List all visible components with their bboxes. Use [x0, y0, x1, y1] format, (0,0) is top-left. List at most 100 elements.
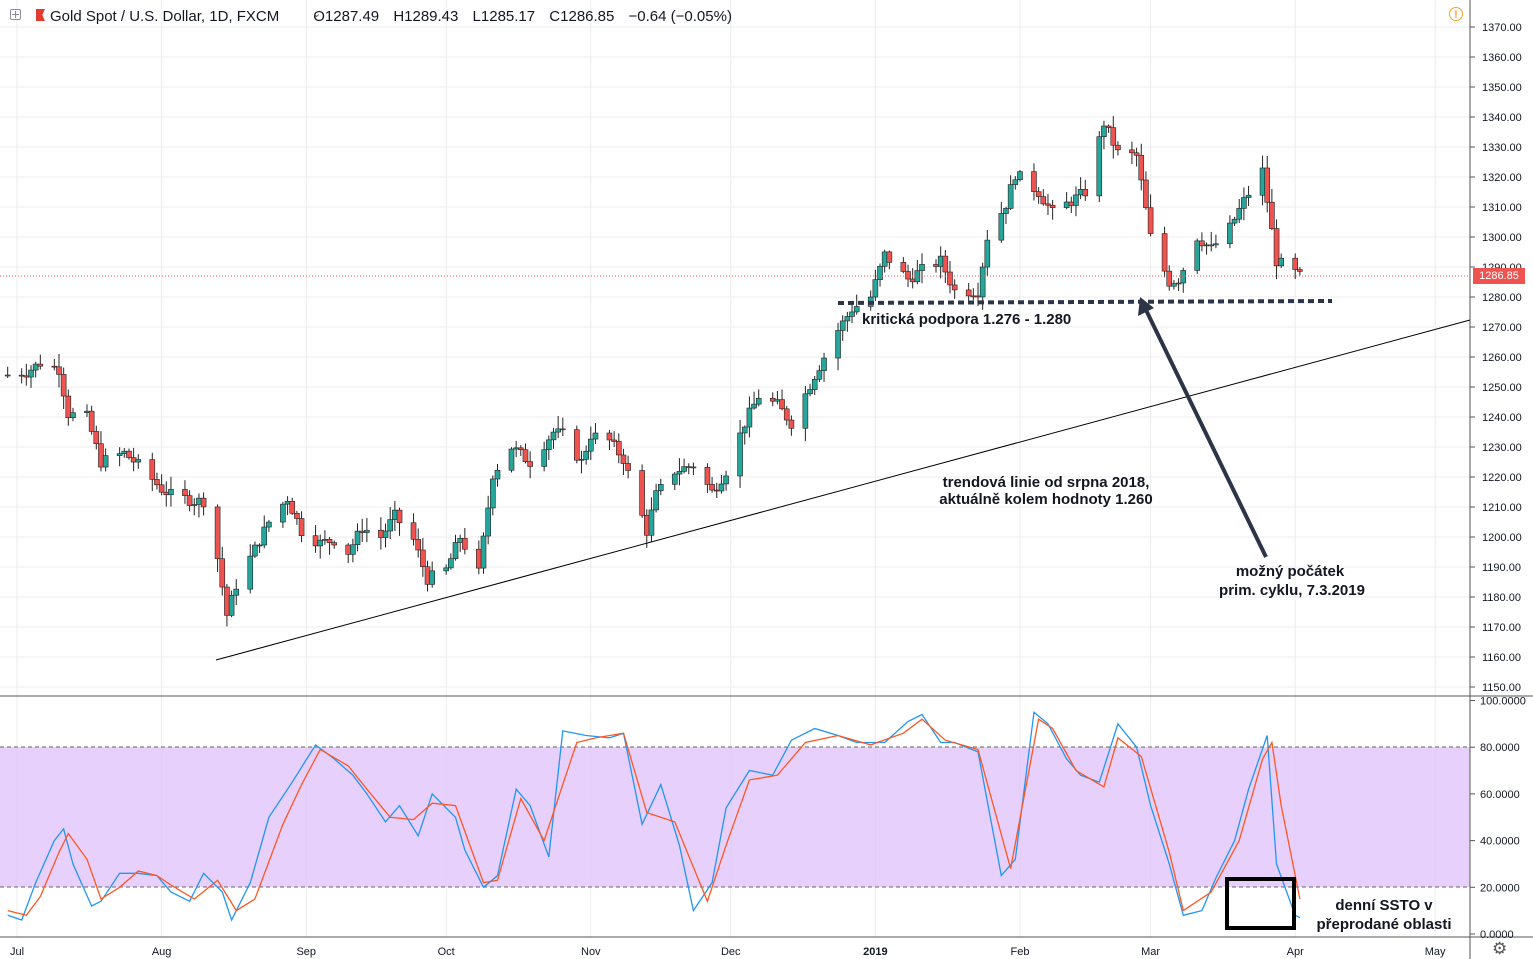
candle-body	[975, 295, 981, 298]
candle-body	[60, 374, 67, 397]
candle-body	[937, 255, 944, 267]
candle-body	[350, 544, 356, 555]
candle-body	[583, 450, 589, 460]
candle-body	[37, 363, 44, 367]
candle-body	[4, 374, 11, 377]
candle-body	[881, 251, 888, 267]
candle-body	[606, 432, 613, 441]
stochastic-lines	[7, 710, 1301, 922]
candle-body	[424, 566, 431, 585]
candle-body	[154, 479, 160, 486]
candle-body	[56, 366, 62, 375]
candle-body	[1259, 167, 1266, 196]
candle-body	[149, 459, 156, 480]
candle-body	[163, 491, 170, 496]
candle-body	[541, 449, 547, 467]
candle-body	[93, 431, 100, 445]
candle-body	[420, 549, 426, 567]
stoch-d-line	[7, 718, 1301, 917]
candle-body	[65, 395, 72, 419]
x-tick-label: Feb	[1010, 946, 1029, 958]
change-value: −0.64 (−0.05%)	[628, 7, 732, 25]
candle-body	[849, 311, 855, 317]
candle-body	[886, 251, 893, 263]
candle-body	[88, 410, 95, 432]
candle-body	[546, 439, 552, 450]
candle-body	[214, 506, 221, 560]
candle-body	[32, 363, 39, 371]
candle-body	[247, 555, 254, 590]
ohlc-readout: O1287.49 H1289.43 L1285.17 C1286.85 −0.6…	[313, 8, 742, 25]
candle-body	[951, 284, 958, 291]
candle-body	[1278, 257, 1285, 267]
candle-body	[1040, 196, 1047, 205]
candle-body	[816, 370, 823, 380]
candle-body	[266, 521, 272, 528]
x-tick-label: May	[1425, 946, 1446, 958]
candle-body	[256, 544, 263, 547]
stoch-tick-label: 40.0000	[1480, 836, 1520, 848]
candle-body	[429, 570, 435, 585]
candle-body	[639, 470, 645, 516]
candle-body	[769, 397, 776, 402]
candle-body	[811, 378, 818, 390]
x-tick-label: Jul	[10, 946, 24, 958]
candle-body	[485, 507, 491, 537]
chevron-down-icon[interactable]: ⌄	[312, 8, 322, 20]
candle-body	[643, 514, 650, 536]
x-tick-label: Sep	[296, 946, 316, 958]
candles	[4, 116, 1303, 627]
candle-body	[252, 544, 258, 557]
gear-icon[interactable]: ⚙	[1492, 939, 1508, 958]
y-tick-label: 1150.00	[1482, 682, 1521, 694]
y-tick-label: 1320.00	[1482, 172, 1522, 184]
trend-annotation-line2: aktuálně kolem hodnoty 1.260	[939, 491, 1152, 508]
candle-body	[1138, 154, 1145, 181]
candle-body	[676, 471, 683, 475]
candle-body	[513, 447, 519, 450]
candle-body	[1208, 244, 1215, 247]
candle-body	[942, 255, 949, 273]
stoch-k-line	[7, 710, 1301, 922]
y-tick-label: 1270.00	[1482, 322, 1522, 334]
y-tick-label: 1170.00	[1482, 622, 1521, 634]
candle-body	[909, 278, 916, 283]
trend-annotation-line1: trendová linie od srpna 2018,	[943, 474, 1150, 491]
candle-body	[331, 542, 338, 546]
candle-body	[261, 526, 268, 546]
candle-body	[774, 399, 781, 402]
candle-body	[1012, 179, 1019, 185]
expand-icon[interactable]	[10, 9, 21, 20]
y-tick-label: 1220.00	[1482, 472, 1522, 484]
open-value: O1287.49	[313, 7, 380, 25]
candle-body	[326, 539, 333, 543]
candle-body	[984, 239, 991, 268]
candle-body	[84, 410, 90, 413]
candle-body	[1203, 244, 1210, 247]
warning-icon[interactable]: !	[1449, 7, 1463, 21]
candle-body	[1105, 125, 1112, 128]
candle-body	[219, 558, 226, 588]
candle-body	[751, 403, 757, 409]
x-tick-label: Dec	[721, 946, 741, 958]
candle-body	[648, 509, 655, 536]
y-tick-label: 1160.00	[1482, 652, 1521, 664]
symbol-title[interactable]: Gold Spot / U.S. Dollar, 1D, FXCM	[50, 7, 280, 25]
candle-body	[396, 509, 403, 524]
candle-body	[1073, 194, 1079, 206]
candle-body	[1297, 269, 1303, 272]
y-tick-label: 1310.00	[1482, 202, 1522, 214]
candle-body	[284, 500, 291, 505]
candle-body	[354, 530, 361, 546]
candle-body	[1115, 144, 1121, 151]
candle-body	[979, 266, 986, 298]
candle-body	[116, 453, 123, 456]
candle-body	[51, 365, 58, 368]
cycle-annotation-line1: možný počátek	[1236, 563, 1345, 580]
candle-body	[462, 538, 468, 550]
candle-body	[494, 469, 501, 480]
candle-body	[900, 262, 907, 272]
y-tick-label: 1280.00	[1482, 292, 1522, 304]
candle-body	[1068, 201, 1075, 206]
